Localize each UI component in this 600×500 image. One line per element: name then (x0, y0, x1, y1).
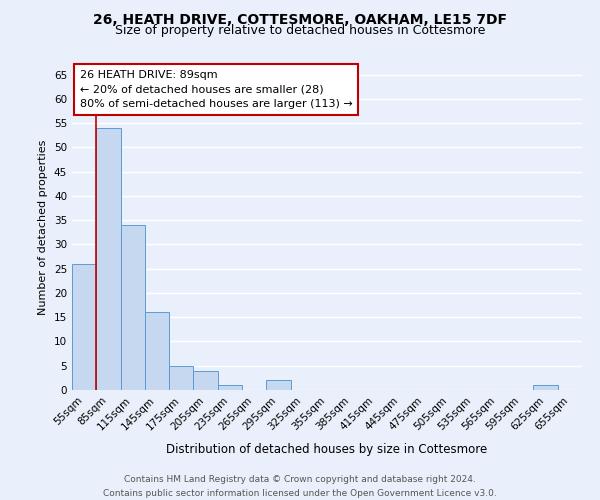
X-axis label: Distribution of detached houses by size in Cottesmore: Distribution of detached houses by size … (166, 443, 488, 456)
Bar (266, 380, 290, 390)
Bar (96, 128, 121, 390)
Y-axis label: Number of detached properties: Number of detached properties (38, 140, 49, 315)
Text: Size of property relative to detached houses in Cottesmore: Size of property relative to detached ho… (115, 24, 485, 37)
Bar (193, 370, 218, 390)
Bar (218, 385, 242, 390)
Bar (533, 385, 558, 390)
Text: Contains HM Land Registry data © Crown copyright and database right 2024.
Contai: Contains HM Land Registry data © Crown c… (103, 476, 497, 498)
Text: 26 HEATH DRIVE: 89sqm
← 20% of detached houses are smaller (28)
80% of semi-deta: 26 HEATH DRIVE: 89sqm ← 20% of detached … (80, 70, 352, 110)
Bar (145, 312, 169, 390)
Bar (169, 366, 193, 390)
Text: 26, HEATH DRIVE, COTTESMORE, OAKHAM, LE15 7DF: 26, HEATH DRIVE, COTTESMORE, OAKHAM, LE1… (93, 12, 507, 26)
Bar (72, 264, 96, 390)
Bar (121, 225, 145, 390)
